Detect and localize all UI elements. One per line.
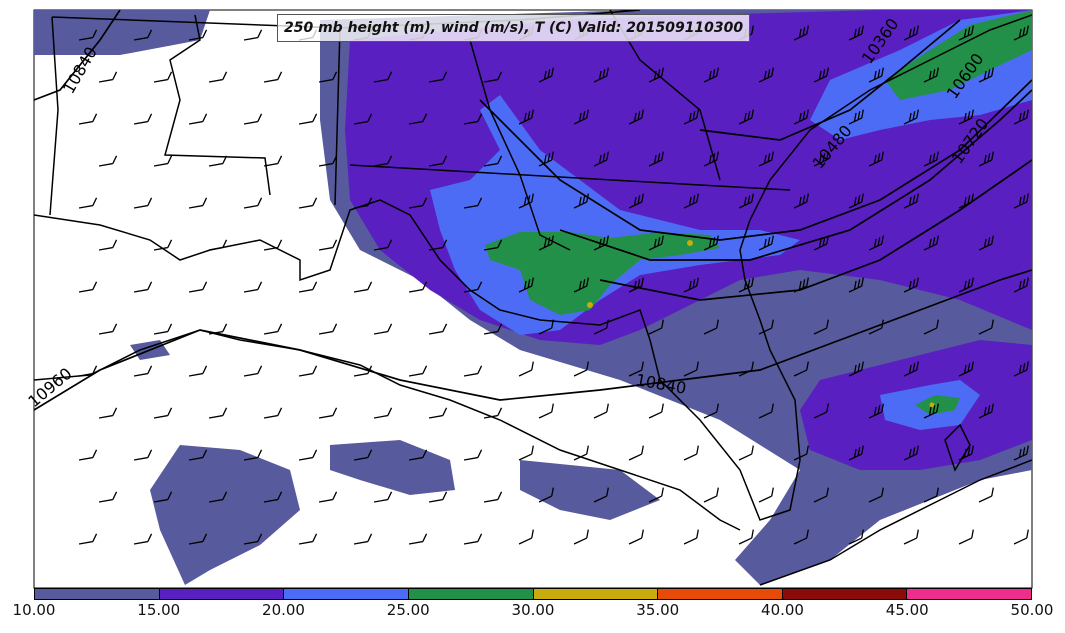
colorbar-segment: [408, 589, 534, 599]
colorbar-tick-label: 15.00: [137, 601, 181, 619]
contour-line: [34, 269, 1032, 411]
colorbar-segment: [658, 589, 783, 599]
wind-barb-icon: [1030, 234, 1032, 251]
state-border: [349, 164, 791, 191]
colorbar-tick-label: 30.00: [511, 601, 555, 619]
contour-line: [699, 19, 961, 141]
shading-10-15: [150, 445, 300, 585]
shading-30-35: [687, 240, 693, 246]
colorbar-tick-label: 25.00: [386, 601, 430, 619]
bahamas-coast: [944, 423, 971, 472]
colorbar-tick-label: 40.00: [761, 601, 804, 619]
state-border: [469, 39, 571, 251]
shading-25-30: [485, 232, 720, 315]
wind-barb-icon: [1030, 150, 1032, 167]
colorbar-tick-label: 50.00: [1010, 601, 1054, 619]
shading-10-15: [330, 440, 455, 495]
colorbar-segment: [782, 589, 908, 599]
shading-25-30: [885, 10, 1032, 100]
shading-30-35: [587, 302, 593, 308]
state-border: [164, 14, 271, 196]
cuba-coast: [759, 459, 1032, 586]
colorbar-segment: [284, 589, 409, 599]
yucatan-coast: [34, 329, 741, 531]
state-border: [334, 27, 341, 206]
colorbar-segment: [159, 589, 285, 599]
state-border: [49, 16, 59, 216]
coastline: [34, 14, 1032, 521]
colorbar-tick-label: 35.00: [636, 601, 680, 619]
colorbar-segment: [533, 589, 659, 599]
shading-10-15: [520, 460, 660, 520]
wind-barb-icon: [1030, 486, 1032, 503]
contour-line: [34, 10, 121, 101]
colorbar-tick-label: 20.00: [262, 601, 305, 619]
shading-30-35: [929, 402, 935, 408]
contour-line: [559, 89, 1032, 261]
map-title: 250 mb height (m), wind (m/s), T (C) Val…: [277, 14, 751, 42]
contour-line: [479, 79, 1032, 241]
colorbar-tick-label: 10.00: [12, 601, 56, 619]
wind-barb-icon: [1030, 66, 1032, 83]
colorbar-segment: [35, 589, 160, 599]
wind-barb-icon: [1030, 402, 1032, 419]
colorbar: [34, 588, 1032, 600]
wind-barb-icon: [1030, 318, 1032, 335]
colorbar-segment: [907, 589, 1031, 599]
colorbar-tick-label: 45.00: [885, 601, 929, 619]
